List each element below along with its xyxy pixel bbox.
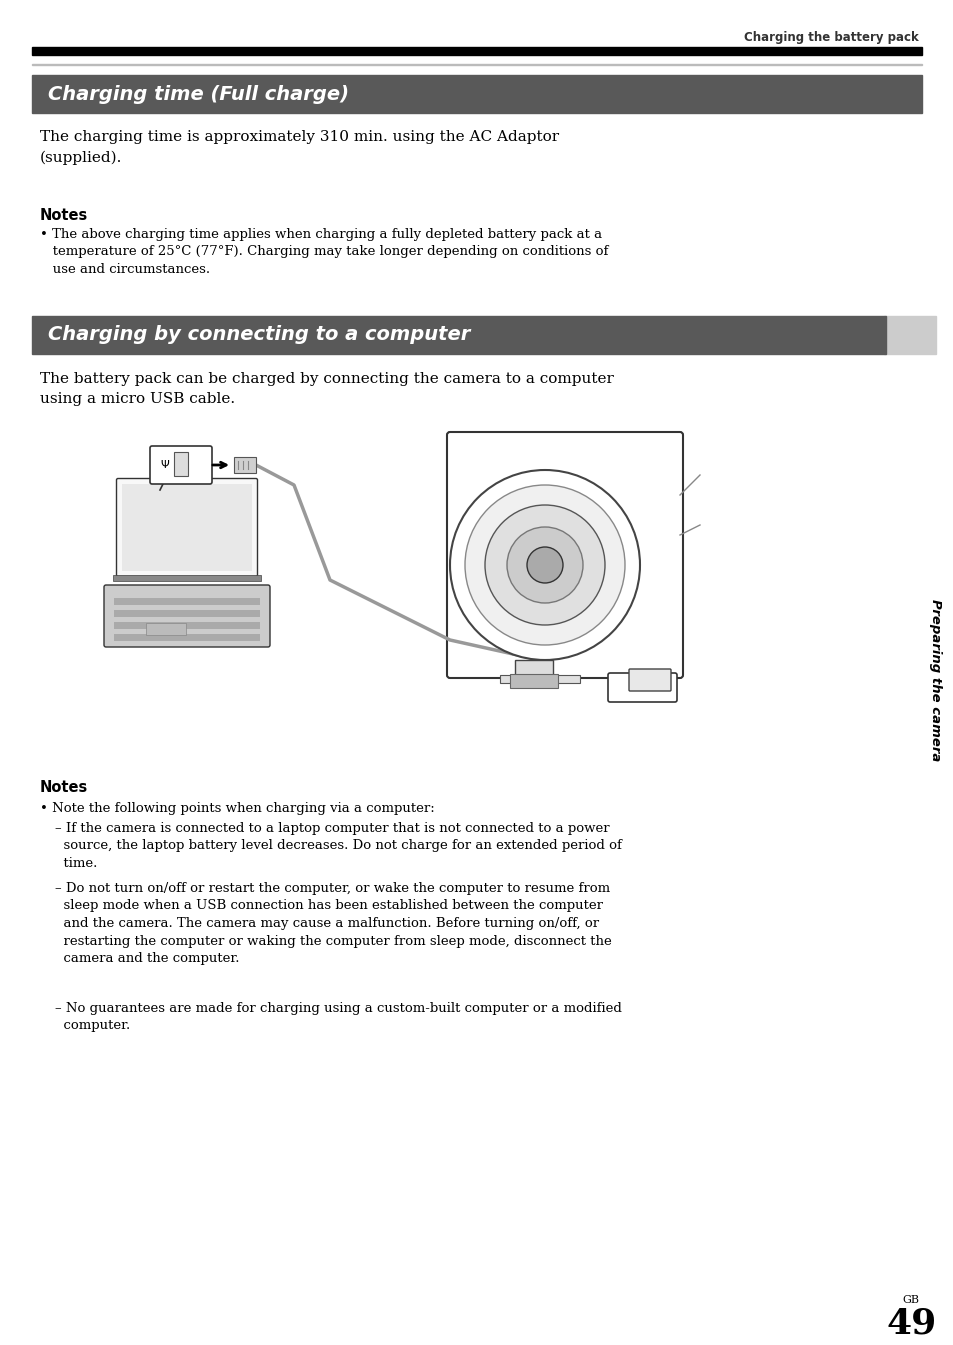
Text: – If the camera is connected to a laptop computer that is not connected to a pow: – If the camera is connected to a laptop… — [55, 822, 621, 870]
Bar — [112, 576, 261, 581]
FancyBboxPatch shape — [150, 447, 212, 484]
Text: Notes: Notes — [40, 208, 89, 223]
Bar — [883, 316, 935, 354]
Circle shape — [484, 504, 604, 625]
Bar — [113, 633, 260, 642]
Circle shape — [506, 527, 582, 603]
Circle shape — [526, 547, 562, 582]
Bar — [515, 660, 553, 678]
Text: Charging by connecting to a computer: Charging by connecting to a computer — [48, 325, 470, 344]
Text: Charging the battery pack: Charging the battery pack — [743, 31, 918, 44]
Bar — [32, 316, 885, 354]
Circle shape — [464, 486, 624, 646]
Text: The battery pack can be charged by connecting the camera to a computer
using a m: The battery pack can be charged by conne… — [40, 373, 613, 406]
Bar — [146, 623, 186, 635]
FancyBboxPatch shape — [447, 432, 682, 678]
Text: The charging time is approximately 310 min. using the AC Adaptor
(supplied).: The charging time is approximately 310 m… — [40, 130, 558, 164]
Text: GB: GB — [901, 1295, 918, 1305]
Text: Charging time (Full charge): Charging time (Full charge) — [48, 85, 349, 104]
Bar — [173, 452, 188, 476]
Text: • The above charging time applies when charging a fully depleted battery pack at: • The above charging time applies when c… — [40, 229, 608, 276]
Text: Ψ: Ψ — [160, 460, 169, 469]
Bar — [510, 674, 558, 689]
Bar — [32, 47, 921, 55]
Circle shape — [450, 469, 639, 660]
Bar — [499, 675, 579, 683]
Bar — [113, 621, 260, 629]
Text: Notes: Notes — [40, 780, 89, 795]
Text: – Do not turn on/off or restart the computer, or wake the computer to resume fro: – Do not turn on/off or restart the comp… — [55, 882, 611, 964]
Bar — [113, 599, 260, 605]
FancyBboxPatch shape — [104, 585, 270, 647]
Bar — [32, 75, 921, 113]
Bar — [113, 611, 260, 617]
Text: • Note the following points when charging via a computer:: • Note the following points when chargin… — [40, 802, 435, 815]
Text: 49: 49 — [886, 1306, 936, 1340]
FancyBboxPatch shape — [607, 672, 677, 702]
FancyBboxPatch shape — [628, 668, 670, 691]
Text: – No guarantees are made for charging using a custom-built computer or a modifie: – No guarantees are made for charging us… — [55, 1002, 621, 1033]
Bar — [122, 484, 252, 572]
Bar — [233, 457, 255, 473]
FancyBboxPatch shape — [116, 479, 257, 577]
Text: Preparing the camera: Preparing the camera — [928, 599, 942, 761]
